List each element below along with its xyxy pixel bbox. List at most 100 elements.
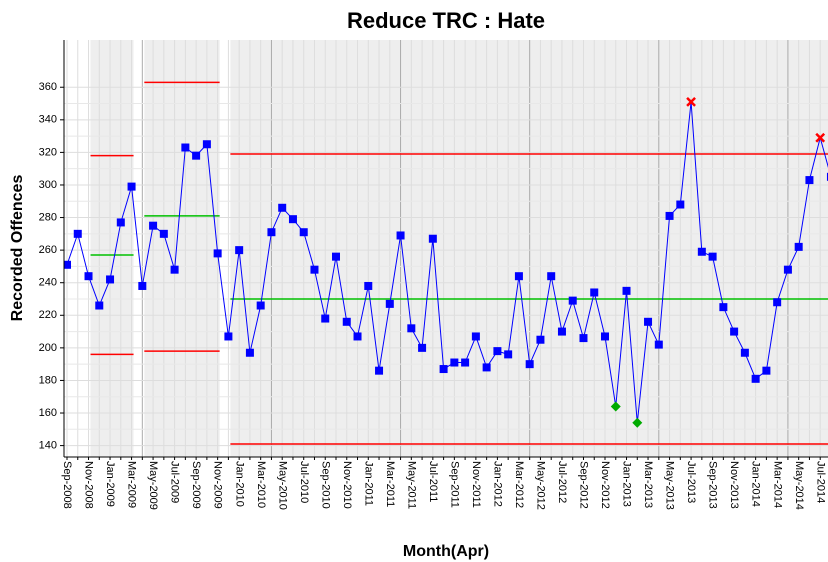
point-marker <box>288 215 297 224</box>
point-marker <box>773 298 782 307</box>
x-tick-label: Sep-2012 <box>578 461 590 509</box>
x-tick-label: Jan-2011 <box>362 461 374 506</box>
y-tick-label: 280 <box>39 211 57 223</box>
y-tick-label: 300 <box>39 179 57 191</box>
point-marker <box>676 200 685 209</box>
point-marker <box>213 249 222 258</box>
x-tick-label: Jan-2012 <box>491 461 503 507</box>
y-tick-label: 260 <box>39 244 57 256</box>
x-tick-label: Sep-2010 <box>319 461 331 509</box>
x-tick-label: Jul-2014 <box>814 461 826 503</box>
x-tick-label: Nov-2013 <box>728 461 740 509</box>
point-marker <box>310 265 319 274</box>
y-tick-label: 220 <box>39 309 57 321</box>
point-marker <box>665 211 674 220</box>
point-marker <box>342 317 351 326</box>
x-tick-label: May-2010 <box>276 461 288 510</box>
point-marker <box>568 296 577 305</box>
point-marker <box>170 265 179 274</box>
plot-area <box>64 40 828 457</box>
high-signal-marker <box>815 132 826 143</box>
point-marker <box>256 301 265 310</box>
x-tick-label: May-2011 <box>405 461 417 509</box>
x-tick-label: Mar-2009 <box>126 461 138 508</box>
point-marker <box>730 327 739 336</box>
x-tick-label: Mar-2012 <box>513 461 525 508</box>
x-tick-label: Mar-2014 <box>771 461 783 508</box>
point-marker <box>439 365 448 374</box>
point-marker <box>375 366 384 375</box>
x-tick-label: Jul-2012 <box>556 461 568 503</box>
x-tick-label: Sep-2011 <box>448 461 460 508</box>
x-tick-label: Jul-2009 <box>169 461 181 503</box>
point-marker <box>159 229 168 238</box>
point-marker <box>504 350 513 359</box>
point-marker <box>235 246 244 255</box>
point-marker <box>557 327 566 336</box>
point-marker <box>601 332 609 341</box>
y-tick-label: 160 <box>39 407 57 419</box>
point-marker <box>245 348 254 357</box>
point-marker <box>192 151 201 160</box>
point-marker <box>514 272 523 281</box>
point-marker <box>740 348 749 357</box>
y-tick-label: 180 <box>39 374 57 386</box>
axes: 140 160 180 200 220 240 260 280 300 320 340 360 Sep-… <box>39 40 828 510</box>
point-marker <box>826 172 828 181</box>
point-marker <box>385 299 394 308</box>
x-tick-label: Jan-2013 <box>621 461 633 507</box>
point-marker <box>461 358 470 367</box>
point-marker <box>106 275 115 284</box>
point-marker <box>64 260 71 269</box>
point-marker <box>84 272 93 281</box>
point-marker <box>127 182 136 191</box>
x-tick-label: Jul-2011 <box>427 461 439 502</box>
point-marker <box>267 228 276 237</box>
point-marker <box>299 228 308 237</box>
point-marker <box>751 374 760 383</box>
point-marker <box>138 281 147 290</box>
point-marker <box>73 229 82 238</box>
y-tick-label: 140 <box>39 440 57 452</box>
x-tick-label: Nov-2009 <box>212 461 224 509</box>
x-tick-label: Jan-2014 <box>750 461 762 507</box>
point-marker <box>525 360 534 369</box>
point-marker <box>644 317 653 326</box>
x-tick-label: Sep-2013 <box>707 461 719 509</box>
point-marker <box>805 176 814 185</box>
high-signal-marker <box>686 97 696 107</box>
point-marker <box>471 332 480 341</box>
point-marker <box>95 301 104 310</box>
point-marker <box>547 272 556 281</box>
point-marker <box>202 140 211 149</box>
low-signal-marker <box>610 401 621 412</box>
y-tick-label: 320 <box>39 146 57 158</box>
x-tick-label: May-2012 <box>535 461 547 510</box>
chart-title: Reduce TRC : Hate <box>347 8 545 33</box>
control-region <box>90 40 134 457</box>
x-tick-label: Sep-2009 <box>190 461 202 509</box>
y-tick-label: 240 <box>39 277 57 289</box>
point-marker <box>579 334 588 343</box>
point-marker <box>353 332 362 341</box>
x-tick-label: Nov-2010 <box>341 461 353 509</box>
point-marker <box>622 286 631 295</box>
x-tick-label: Mar-2013 <box>642 461 654 508</box>
point-marker <box>321 314 330 323</box>
y-tick-label: 360 <box>39 81 57 93</box>
x-tick-label: Jul-2013 <box>685 461 697 503</box>
x-tick-label: Jan-2009 <box>104 461 116 507</box>
point-marker <box>149 221 158 230</box>
y-tick-label: 200 <box>39 342 57 354</box>
point-marker <box>450 358 459 367</box>
point-marker <box>719 303 728 312</box>
point-marker <box>278 203 287 212</box>
point-marker <box>794 242 803 251</box>
point-marker <box>418 343 427 352</box>
point-marker <box>116 218 125 227</box>
point-marker <box>493 347 502 356</box>
point-marker <box>536 335 545 344</box>
x-tick-label: Jul-2010 <box>298 461 310 503</box>
point-marker <box>181 143 190 152</box>
x-tick-label: Sep-2008 <box>61 461 73 509</box>
